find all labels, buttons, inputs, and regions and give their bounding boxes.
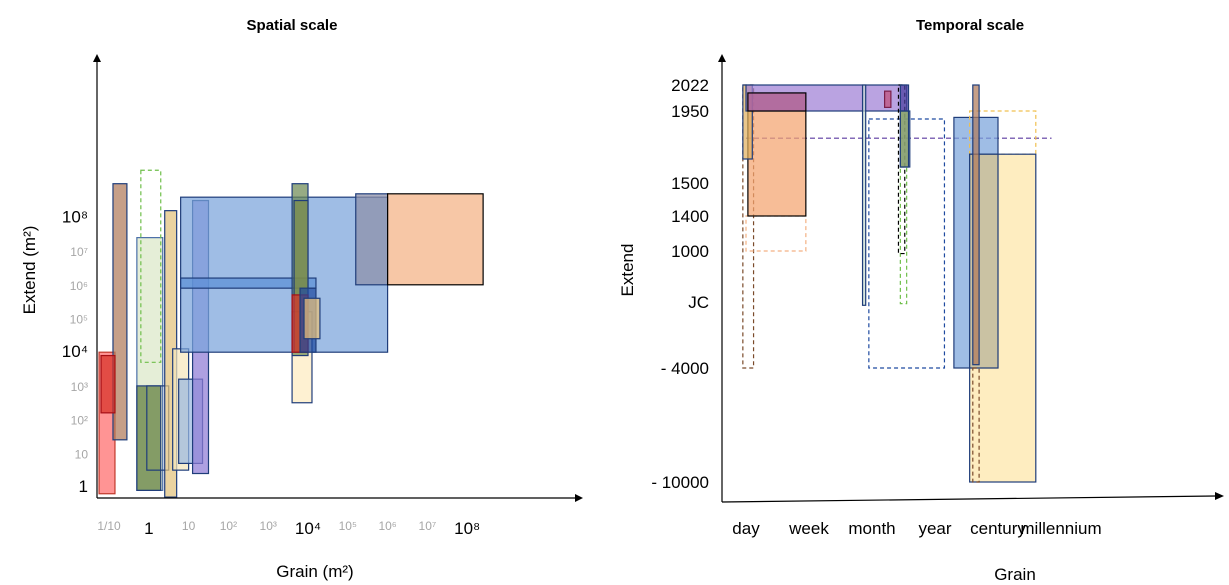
temporal-x-tick-label-3: month (848, 519, 895, 538)
spatial-x-ticks: 1/10 1 10 10² 10³ 10⁴ 10⁵ 10⁶ 10⁷ 10⁸ (97, 519, 480, 538)
spatial-y-tick-label-5: 10⁴ (62, 342, 88, 361)
spatial-box-13 (180, 277, 317, 289)
spatial-box-12 (180, 196, 389, 353)
temporal-box-10 (883, 90, 892, 108)
spatial-boxes (98, 169, 484, 498)
temporal-x-axis-arrow (1215, 492, 1224, 500)
spatial-x-tick-label-9: 10⁷ (419, 519, 437, 533)
spatial-box-5 (140, 169, 162, 363)
spatial-y-axis-label: Extend (m²) (20, 226, 39, 315)
temporal-x-tick-label-6: millennium (1020, 519, 1101, 538)
temporal-x-axis-label: Grain (994, 565, 1036, 584)
spatial-chart-title: Spatial scale (247, 17, 338, 34)
temporal-box-14 (899, 110, 910, 168)
spatial-x-tick-label-1: 1/10 (97, 519, 121, 533)
temporal-y-tick-label-7: - 4000 (661, 359, 709, 378)
temporal-x-tick-label-1: day (732, 519, 760, 538)
temporal-x-tick-label-2: week (788, 519, 829, 538)
temporal-box-15 (899, 84, 910, 112)
temporal-x-tick-label-4: year (918, 519, 951, 538)
temporal-y-ticks: 2022 1950 1500 1400 1000 JC - 4000 - 10000 (651, 76, 709, 492)
temporal-chart-title: Temporal scale (916, 17, 1024, 34)
temporal-box-11 (899, 166, 908, 305)
spatial-box-6 (136, 385, 162, 491)
spatial-x-tick-label-4: 10² (220, 519, 237, 533)
spatial-box-21 (303, 297, 321, 340)
temporal-x-tick-label-5: century (970, 519, 1026, 538)
spatial-x-tick-label-3: 10 (182, 519, 196, 533)
spatial-x-axis-label: Grain (m²) (276, 562, 353, 581)
spatial-y-tick-label-2: 10 (75, 447, 89, 461)
temporal-boxes (742, 84, 1052, 483)
spatial-x-tick-label-7: 10⁵ (339, 519, 357, 533)
temporal-y-tick-label-8: - 10000 (651, 473, 709, 492)
temporal-y-tick-label-2: 1950 (671, 102, 709, 121)
temporal-y-axis-arrow (718, 54, 726, 62)
spatial-x-tick-label-5: 10³ (260, 519, 277, 533)
spatial-x-axis-arrow (575, 494, 583, 502)
temporal-y-axis-label: Extend (618, 244, 637, 297)
spatial-y-tick-label-8: 10⁷ (70, 245, 88, 259)
spatial-scale-chart: Spatial scale 1/10 1 10 10² 10³ 10⁴ 10⁵ 10⁶ 10⁷ 1… (20, 17, 583, 581)
temporal-box-8 (861, 84, 867, 306)
spatial-x-tick-label-6: 10⁴ (295, 519, 321, 538)
spatial-box-2 (112, 183, 128, 441)
temporal-y-tick-label-4: 1400 (671, 207, 709, 226)
spatial-x-tick-label-8: 10⁶ (378, 519, 396, 533)
spatial-box-3 (100, 354, 116, 414)
spatial-y-tick-label-7: 10⁶ (70, 279, 88, 293)
temporal-y-tick-label-3: 1500 (671, 174, 709, 193)
spatial-y-tick-label-3: 10² (71, 414, 88, 428)
temporal-scale-chart: Temporal scale day week month year centurymi… (618, 17, 1224, 584)
spatial-y-tick-label-9: 10⁸ (62, 207, 88, 226)
spatial-y-ticks: 1 10 10² 10³ 10⁴ 10⁵ 10⁶ 10⁷ 10⁸ (62, 207, 89, 496)
temporal-y-tick-label-1: 2022 (671, 76, 709, 95)
temporal-box-21 (972, 84, 980, 366)
temporal-y-tick-label-6: JC (688, 293, 709, 312)
spatial-x-tick-label-10: 10⁸ (454, 519, 480, 538)
temporal-x-axis (721, 495, 1216, 503)
spatial-box-14 (355, 193, 389, 286)
temporal-box-7 (747, 92, 807, 112)
spatial-y-tick-label-6: 10⁵ (70, 313, 88, 327)
spatial-y-tick-label-1: 1 (79, 477, 88, 496)
temporal-box-2 (745, 215, 807, 252)
spatial-box-15 (387, 193, 484, 286)
spatial-y-tick-label-4: 10³ (71, 380, 88, 394)
temporal-y-tick-label-5: 1000 (671, 242, 709, 261)
spatial-y-axis-arrow (93, 54, 101, 62)
spatial-x-tick-label-2: 1 (144, 519, 153, 538)
temporal-box-20 (972, 367, 980, 483)
